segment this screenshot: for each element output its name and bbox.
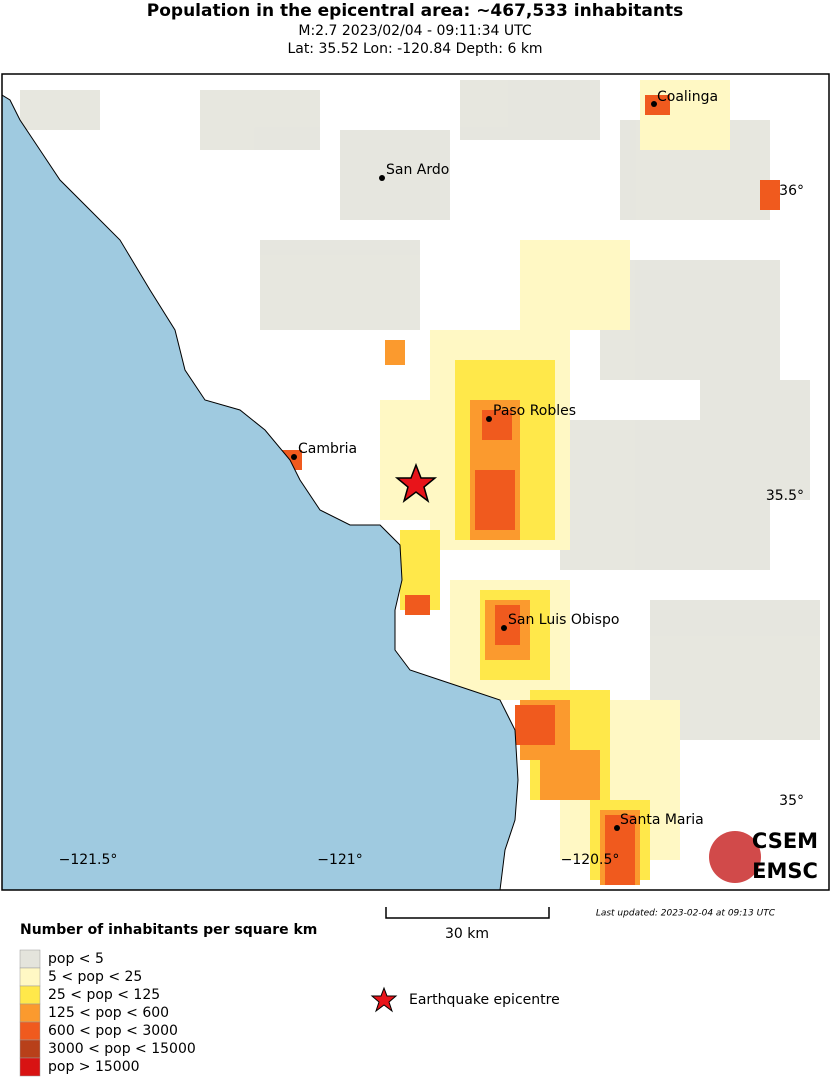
- city-label: San Ardo: [386, 162, 449, 178]
- city-dot: [486, 416, 492, 422]
- city-label: Coalinga: [657, 89, 718, 105]
- subtitle: M:2.7 2023/02/04 - 09:11:34 UTC: [298, 23, 531, 39]
- epicentre-star: [394, 462, 438, 503]
- lon-label: −120.5°: [561, 852, 620, 868]
- very-high-density: [282, 95, 780, 885]
- legend-swatch: [19, 949, 41, 969]
- lat-label: 36°: [779, 183, 804, 199]
- cities: Coalinga San Ardo Paso Robles Cambria Sa…: [291, 89, 718, 831]
- lat-label: 35°: [779, 793, 804, 809]
- city-dot: [501, 625, 507, 631]
- legend-swatch: [19, 1021, 41, 1041]
- legend: pop < 5 5 < pop < 25 25 < pop < 125 125 < p…: [19, 949, 196, 1077]
- lat-label: 35.5°: [766, 488, 804, 504]
- city-dot: [291, 454, 297, 460]
- legend-star: [370, 986, 398, 1013]
- logo-text: EMSC: [752, 859, 818, 883]
- legend-label: pop < 5: [48, 951, 104, 967]
- legend-swatch: [19, 1003, 41, 1023]
- legend-swatch: [19, 1039, 41, 1059]
- legend-label: 5 < pop < 25: [48, 969, 142, 985]
- city-label: Santa Maria: [620, 812, 704, 828]
- city-dot: [379, 175, 385, 181]
- map-frame: [1, 73, 830, 891]
- ocean: [2, 94, 519, 890]
- scale-label: 30 km: [445, 926, 489, 942]
- legend-swatch: [19, 1057, 41, 1077]
- subtitle: Lat: 35.52 Lon: -120.84 Depth: 6 km: [287, 41, 542, 57]
- legend-label: pop > 15000: [48, 1059, 140, 1075]
- legend-title: Number of inhabitants per square km: [20, 922, 317, 938]
- city-label: Paso Robles: [493, 403, 576, 419]
- logo-text: CSEM: [752, 829, 818, 853]
- title: Population in the epicentral area: ~467,…: [147, 1, 683, 21]
- legend-swatch: [19, 985, 41, 1005]
- city-dot: [651, 101, 657, 107]
- legend-swatch: [19, 967, 41, 987]
- lon-label: −121.5°: [59, 852, 118, 868]
- city-dot: [614, 825, 620, 831]
- lon-label: −121°: [317, 852, 362, 868]
- legend-label: 25 < pop < 125: [48, 987, 160, 1003]
- logo: CSEM EMSC: [709, 829, 818, 883]
- last-updated: Last updated: 2023-02-04 at 09:13 UTC: [596, 909, 776, 919]
- city-label: Cambria: [298, 441, 357, 457]
- map-area: [2, 74, 829, 890]
- legend-label: 600 < pop < 3000: [48, 1023, 178, 1039]
- legend-epicentre-label: Earthquake epicentre: [409, 992, 560, 1008]
- legend-label: 3000 < pop < 15000: [48, 1041, 196, 1057]
- city-label: San Luis Obispo: [508, 612, 619, 628]
- scale-bar: [385, 907, 550, 919]
- legend-label: 125 < pop < 600: [48, 1005, 169, 1021]
